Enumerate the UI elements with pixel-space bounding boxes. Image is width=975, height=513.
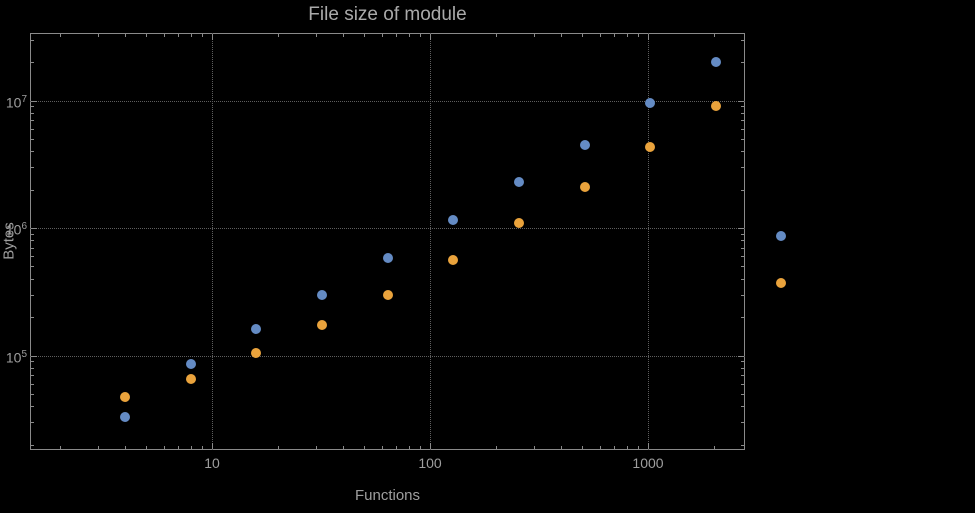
blue-data-point <box>776 230 787 241</box>
plot-frame <box>30 33 745 450</box>
x-axis-label: Functions <box>354 487 421 504</box>
x-tick-label: 1000 <box>632 455 664 471</box>
x-tick-label: 100 <box>418 455 442 471</box>
y-tick-label: 105 <box>5 348 27 366</box>
y-tick-label: 107 <box>5 93 27 111</box>
orange-data-point <box>776 278 787 289</box>
y-axis-label: Bytes <box>0 222 18 260</box>
x-tick-label: 10 <box>204 455 220 471</box>
chart-title: File size of module <box>308 4 467 25</box>
